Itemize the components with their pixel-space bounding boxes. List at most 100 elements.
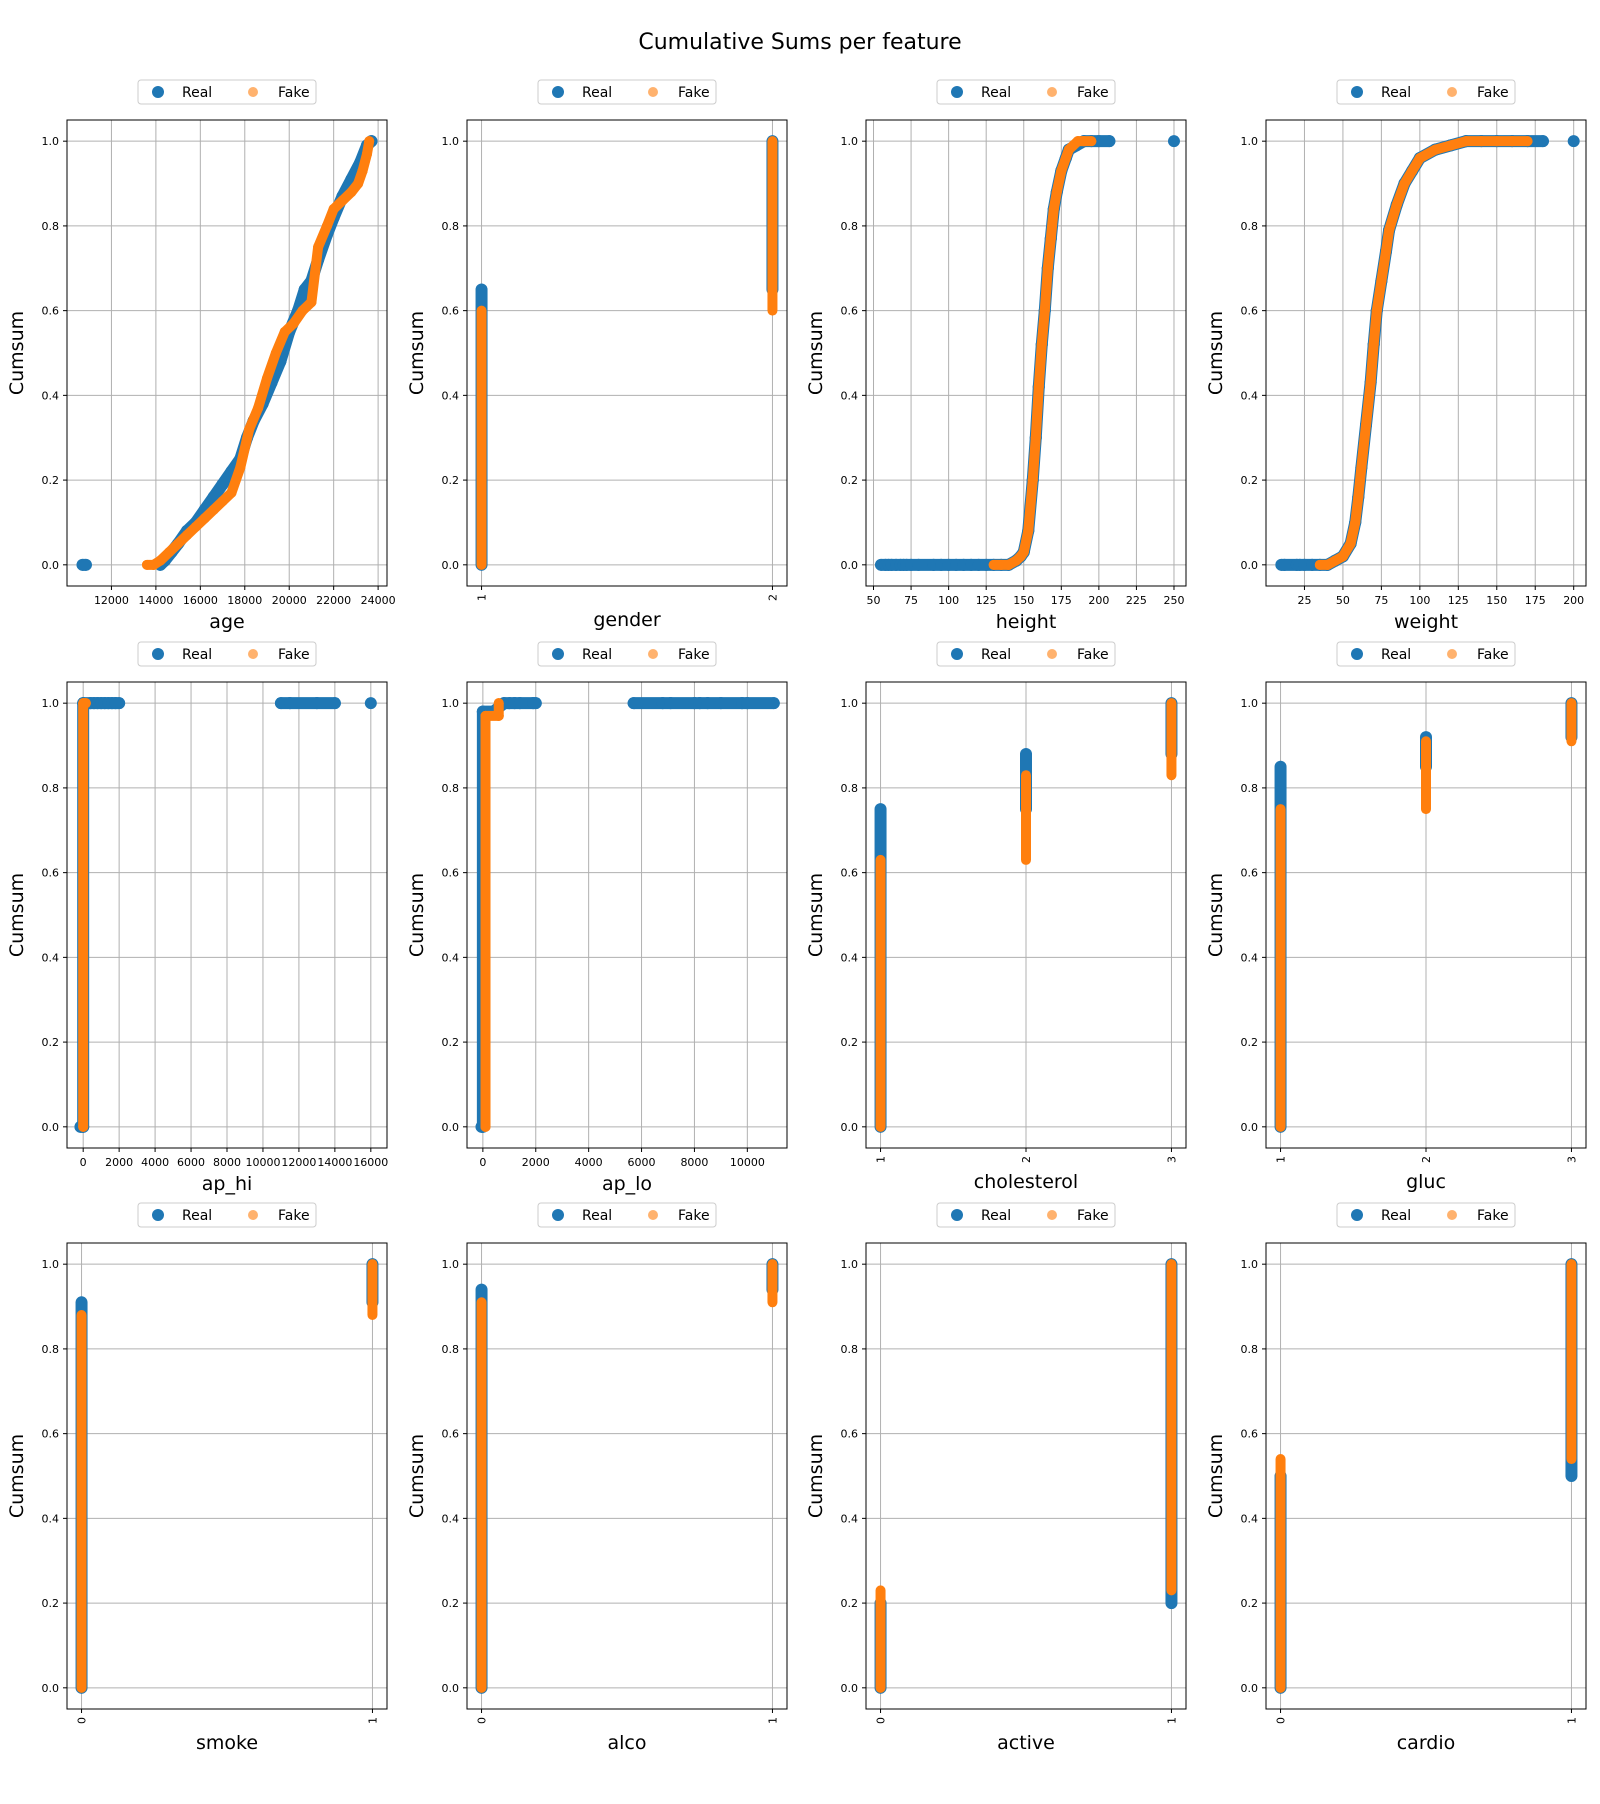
legend-fake-marker xyxy=(1447,87,1457,97)
legend-fake-marker xyxy=(1447,649,1457,659)
legend-real-label: Real xyxy=(981,647,1011,663)
legend-real-marker xyxy=(951,1209,963,1221)
figure-title: Cumulative Sums per feature xyxy=(638,30,962,55)
fake-trace xyxy=(1030,381,1044,443)
legend-fake-label: Fake xyxy=(1077,85,1109,101)
legend-fake-label: Fake xyxy=(1077,647,1109,663)
y-tick-label: 0.6 xyxy=(442,1428,460,1441)
y-tick-label: 0.6 xyxy=(42,1428,60,1441)
x-tick-label: 0 xyxy=(875,1717,888,1724)
legend-box xyxy=(1336,1202,1516,1228)
x-tick-label: 175 xyxy=(1051,594,1072,607)
x-tick-label: 1 xyxy=(766,1717,779,1724)
legend-fake-label: Fake xyxy=(678,1208,710,1224)
legend-real-marker xyxy=(552,86,564,98)
y-tick-label: 0.6 xyxy=(442,305,460,318)
fake-trace xyxy=(1039,263,1053,316)
y-tick-label: 0.2 xyxy=(841,1036,859,1049)
real-point xyxy=(1167,135,1180,148)
y-tick-label: 1.0 xyxy=(1241,135,1259,148)
x-tick-label: 0 xyxy=(479,1156,486,1169)
legend-real-marker xyxy=(152,648,164,660)
y-tick-label: 1.0 xyxy=(841,1258,859,1271)
y-axis-label: Cumsum xyxy=(805,311,827,395)
x-tick-label: 10000 xyxy=(245,1156,280,1169)
axes-frame xyxy=(1265,681,1587,1149)
y-tick-label: 0.8 xyxy=(42,1343,60,1356)
x-tick-label: 225 xyxy=(1126,594,1147,607)
real-point xyxy=(1567,135,1580,148)
x-tick-label: 16000 xyxy=(353,1156,388,1169)
y-tick-label: 0.2 xyxy=(1241,474,1259,487)
x-axis-label: alco xyxy=(608,1732,647,1754)
fake-trace xyxy=(1356,420,1371,473)
y-tick-label: 0.6 xyxy=(42,305,60,318)
x-tick-label: 125 xyxy=(1448,594,1469,607)
y-tick-label: 0.6 xyxy=(1241,305,1259,318)
real-point xyxy=(364,697,377,710)
legend-box xyxy=(936,79,1116,105)
axes-frame xyxy=(466,119,788,587)
y-tick-label: 0.4 xyxy=(841,951,859,964)
x-tick-label: 20000 xyxy=(272,594,307,607)
x-tick-label: 0 xyxy=(1275,1717,1288,1724)
x-axis-label: ap_hi xyxy=(202,1173,253,1195)
x-tick-label: 2000 xyxy=(105,1156,133,1169)
x-tick-label: 2000 xyxy=(522,1156,550,1169)
x-tick-label: 14000 xyxy=(138,594,173,607)
y-tick-label: 0.4 xyxy=(1241,951,1259,964)
x-tick-label: 12000 xyxy=(94,594,129,607)
legend-real-label: Real xyxy=(1381,647,1411,663)
y-tick-label: 1.0 xyxy=(841,697,859,710)
legend-fake-label: Fake xyxy=(278,647,310,663)
legend-box xyxy=(537,79,717,105)
y-tick-label: 0.6 xyxy=(1241,1428,1259,1441)
legend-fake-label: Fake xyxy=(1477,85,1509,101)
y-tick-label: 0.8 xyxy=(42,220,60,233)
axes-frame xyxy=(865,681,1187,1149)
legend-real-label: Real xyxy=(1381,1208,1411,1224)
y-axis-label: Cumsum xyxy=(406,311,428,395)
fake-trace xyxy=(1023,475,1038,536)
fake-trace xyxy=(1365,339,1379,388)
y-tick-label: 0.8 xyxy=(841,782,859,795)
x-tick-label: 6000 xyxy=(628,1156,656,1169)
y-tick-label: 0.6 xyxy=(841,1428,859,1441)
x-tick-label: 1 xyxy=(1275,1156,1288,1163)
fake-trace xyxy=(235,424,255,473)
y-tick-label: 0.4 xyxy=(42,389,60,402)
y-tick-label: 0.6 xyxy=(442,867,460,880)
y-tick-label: 0.4 xyxy=(841,389,859,402)
y-tick-label: 1.0 xyxy=(1241,697,1259,710)
x-tick-label: 18000 xyxy=(227,594,262,607)
legend-fake-marker xyxy=(1047,87,1057,97)
x-tick-label: 3 xyxy=(1565,1156,1578,1163)
x-tick-label: 4000 xyxy=(575,1156,603,1169)
y-tick-label: 0.4 xyxy=(442,389,460,402)
y-axis-label: Cumsum xyxy=(805,1434,827,1518)
legend-fake-marker xyxy=(648,87,658,97)
x-tick-label: 16000 xyxy=(183,594,218,607)
legend-real-marker xyxy=(1351,86,1363,98)
y-tick-label: 0.2 xyxy=(1241,1597,1259,1610)
legend-box xyxy=(1336,79,1516,105)
x-axis-label: active xyxy=(997,1732,1055,1754)
legend-fake-marker xyxy=(248,649,258,659)
y-tick-label: 0.2 xyxy=(42,1036,60,1049)
y-axis-label: Cumsum xyxy=(6,311,28,395)
legend-real-label: Real xyxy=(582,647,612,663)
y-tick-label: 0.8 xyxy=(442,220,460,233)
legend-fake-label: Fake xyxy=(678,647,710,663)
x-axis-label: smoke xyxy=(196,1732,258,1754)
y-axis-label: Cumsum xyxy=(1205,873,1227,957)
x-tick-label: 10000 xyxy=(730,1156,765,1169)
axes-frame xyxy=(66,1242,388,1710)
fake-trace xyxy=(1361,377,1376,431)
y-tick-label: 0.0 xyxy=(841,1121,859,1134)
y-tick-label: 0.8 xyxy=(442,1343,460,1356)
legend-box xyxy=(936,1202,1116,1228)
axes-frame xyxy=(466,681,788,1149)
y-tick-label: 0.0 xyxy=(841,1682,859,1695)
y-tick-label: 0.4 xyxy=(42,1512,60,1525)
